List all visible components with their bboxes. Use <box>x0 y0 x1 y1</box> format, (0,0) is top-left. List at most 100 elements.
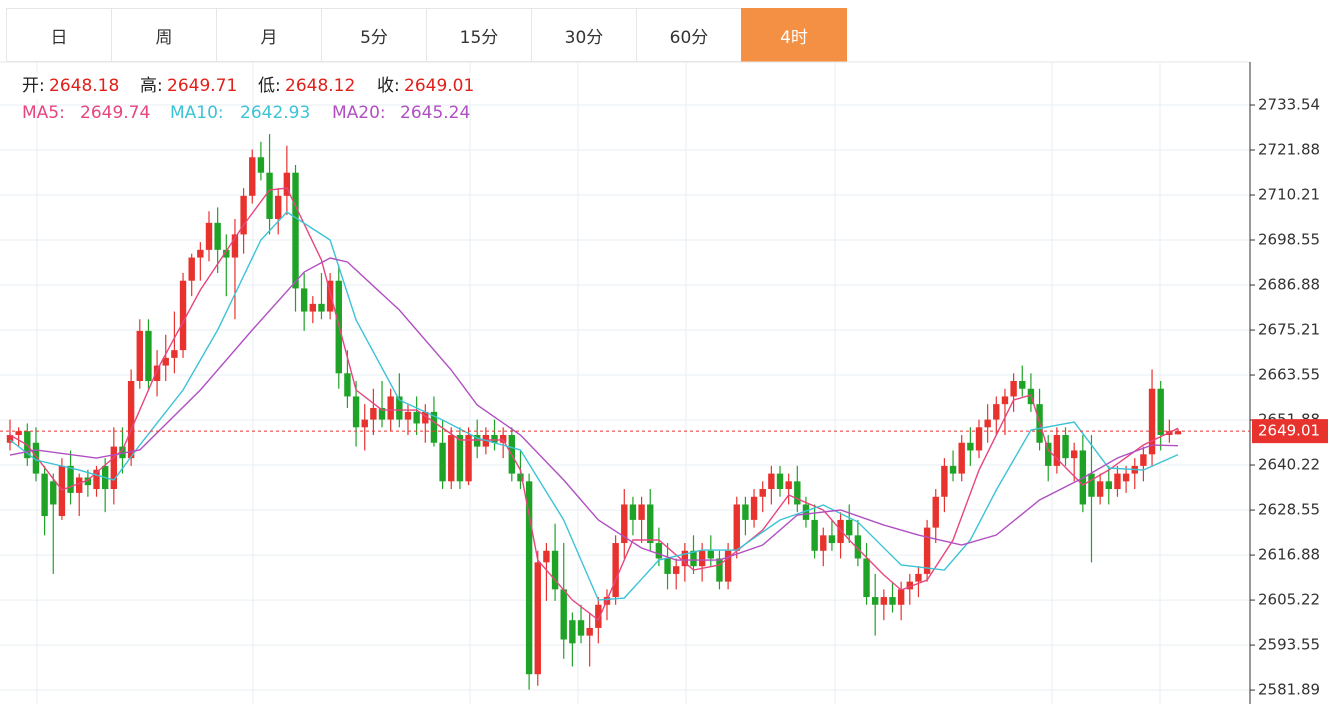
y-tick-label: 2616.88 <box>1258 546 1320 564</box>
candle-body <box>733 504 740 551</box>
period-tab[interactable]: 日 <box>6 8 112 62</box>
candle-body <box>179 280 187 351</box>
period-tab[interactable]: 60分 <box>636 8 742 62</box>
candle-body <box>820 535 827 551</box>
legend-backdrop <box>375 73 487 99</box>
y-tick-label: 2593.55 <box>1258 636 1320 654</box>
y-tick-label: 2698.55 <box>1258 231 1320 249</box>
ma-legend-name: MA10: <box>170 103 224 123</box>
candle-body <box>664 558 671 574</box>
candle-body <box>474 435 481 447</box>
ohlc-label: 收: <box>377 76 400 96</box>
candle-body <box>690 550 697 567</box>
y-tick-label: 2605.22 <box>1258 591 1320 609</box>
candle-body <box>448 435 455 482</box>
candle-body <box>716 558 723 582</box>
y-tick-label: 2686.88 <box>1258 276 1320 294</box>
candle-body <box>863 558 870 598</box>
candle-body <box>655 543 663 559</box>
ohlc-value: 2649.71 <box>167 76 237 96</box>
legend-backdrop <box>20 73 132 99</box>
candle-body <box>932 496 939 528</box>
candle-body <box>292 172 299 289</box>
ma-line <box>9 187 1179 622</box>
candle-body <box>1114 473 1121 490</box>
candle-body <box>586 627 593 636</box>
candle-body <box>275 195 282 219</box>
candle-body <box>1122 473 1130 482</box>
candle-body <box>897 589 905 605</box>
candle-body <box>534 562 541 675</box>
y-tick-label: 2710.21 <box>1258 186 1320 204</box>
candle-body <box>681 550 689 567</box>
candle-body <box>672 566 680 574</box>
candle-body <box>240 195 247 235</box>
candle-body <box>1174 431 1182 435</box>
candle-body <box>110 446 118 490</box>
candle-body <box>378 408 386 420</box>
candle-body <box>231 234 239 258</box>
candle-body <box>551 550 559 590</box>
candle-body <box>1088 473 1095 497</box>
candle-body <box>370 408 377 420</box>
candle-body <box>517 473 524 482</box>
ohlc-value: 2648.18 <box>49 76 119 96</box>
candle-body <box>404 411 412 420</box>
period-tab[interactable]: 30分 <box>531 8 637 62</box>
period-tab[interactable]: 月 <box>216 8 322 62</box>
candle-body <box>119 446 126 459</box>
candle-body <box>300 288 308 312</box>
candle-body <box>768 473 775 490</box>
candle-body <box>439 442 446 482</box>
candle-body <box>941 465 948 497</box>
candle-body <box>153 365 161 382</box>
candle-body <box>889 597 896 605</box>
ma-legend-value: 2642.93 <box>240 103 310 123</box>
candle-body <box>871 597 879 605</box>
candle-body <box>15 431 22 436</box>
candle-body <box>975 427 983 451</box>
candle-body <box>811 519 818 551</box>
candle-body <box>136 330 143 382</box>
candle-body <box>560 589 567 640</box>
ma-legend-value: 2645.24 <box>400 103 470 123</box>
ohlc-label: 开: <box>22 76 45 96</box>
candle-body <box>76 477 83 493</box>
ohlc-label: 高: <box>140 76 163 96</box>
candle-body <box>621 504 628 544</box>
candle-body <box>1001 396 1009 405</box>
candle-body <box>906 581 913 590</box>
candle-body <box>1053 435 1061 466</box>
candle-body <box>638 504 645 520</box>
candle-body <box>1019 381 1026 389</box>
candle-body <box>993 404 1000 420</box>
candle-body <box>525 481 533 675</box>
ohlc-label: 低: <box>258 76 281 96</box>
y-tick-label: 2663.55 <box>1258 366 1320 384</box>
candle-body <box>923 527 931 574</box>
candle-body <box>257 157 265 173</box>
period-tab[interactable]: 15分 <box>426 8 532 62</box>
candle-body <box>543 550 550 563</box>
candle-body <box>759 489 766 497</box>
candle-body <box>949 465 957 474</box>
candle-body <box>776 473 784 490</box>
candle-body <box>205 222 213 250</box>
candle-body <box>249 157 256 196</box>
ma-line <box>9 211 1179 601</box>
candle-body <box>430 411 438 443</box>
candle-body <box>1045 442 1052 466</box>
y-tick-label: 2640.22 <box>1258 456 1320 474</box>
candle-body <box>58 465 66 517</box>
ohlc-value: 2649.01 <box>404 76 474 96</box>
candle-body <box>6 435 14 443</box>
ma-legend-name: MA20: <box>332 103 386 123</box>
candle-body <box>413 411 420 424</box>
candle-body <box>499 435 507 443</box>
candle-body <box>32 442 40 474</box>
ma-line <box>9 257 1179 561</box>
candle-body <box>422 411 429 424</box>
candle-body <box>67 465 74 493</box>
